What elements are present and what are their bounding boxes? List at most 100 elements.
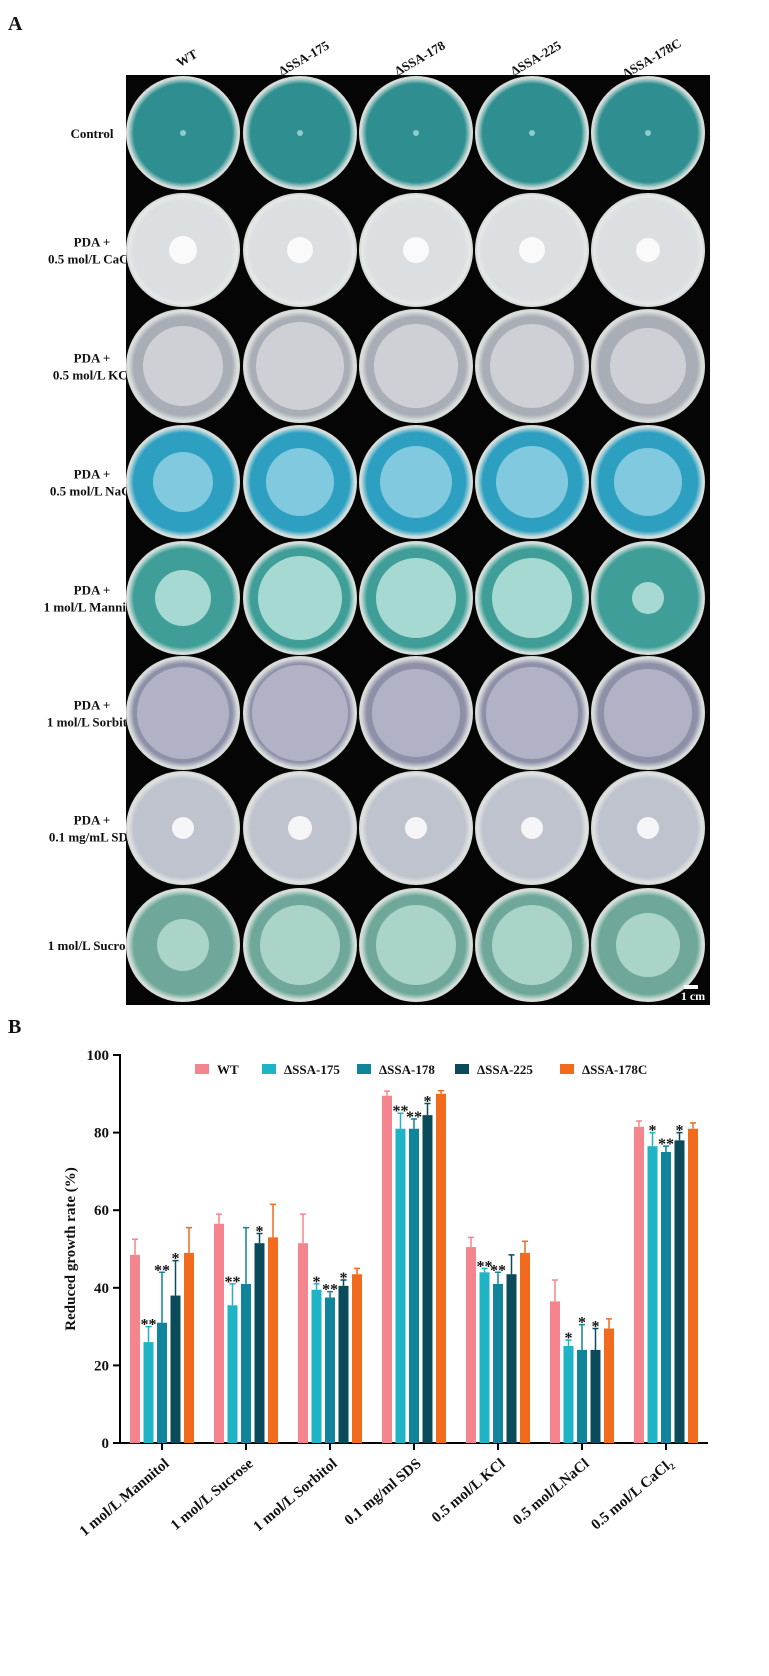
colony [287, 237, 313, 263]
error-bar [411, 1118, 417, 1129]
legend-swatch [357, 1064, 371, 1074]
x-tick-label: 1 mol/L Sucrose [168, 1456, 257, 1534]
colony [529, 130, 535, 136]
x-tick-label: 0.5 mol/LNaCl [510, 1456, 592, 1529]
colony [252, 665, 348, 761]
error-bar [145, 1325, 152, 1343]
bar [422, 1115, 433, 1443]
colony [372, 669, 460, 757]
row-label: 0.5 mol/L CaCl₂ [48, 252, 136, 267]
colony [376, 558, 456, 638]
row-label: PDA + [74, 235, 111, 250]
bar [227, 1305, 238, 1443]
colony [155, 570, 211, 626]
legend-label: ΔSSA-178 [379, 1062, 435, 1077]
error-bar [172, 1259, 179, 1296]
colony [380, 446, 452, 518]
significance: ** [477, 1258, 493, 1275]
bar [479, 1272, 490, 1443]
significance: * [592, 1319, 600, 1336]
bar [338, 1285, 349, 1443]
row-label: PDA + [74, 583, 111, 598]
significance: ** [322, 1282, 338, 1299]
colony [405, 817, 427, 839]
column-label: ΔSSA-175 [276, 37, 332, 78]
row-label: 1 mol/L Sorbitol [47, 715, 138, 730]
colony [256, 322, 344, 410]
bar [590, 1349, 601, 1443]
error-bar [384, 1090, 390, 1096]
error-bar [636, 1120, 642, 1127]
error-bar [552, 1279, 558, 1302]
error-bar [327, 1290, 333, 1298]
error-bar [592, 1327, 599, 1350]
significance: ** [154, 1262, 170, 1279]
significance: * [676, 1123, 684, 1140]
error-bar [256, 1232, 263, 1244]
colony [604, 669, 692, 757]
bar [311, 1289, 322, 1443]
error-bar [579, 1323, 585, 1350]
colony [492, 558, 572, 638]
significance: * [172, 1251, 180, 1268]
panel-label: A [8, 13, 23, 35]
error-bar [132, 1238, 138, 1255]
row-label: PDA + [74, 467, 111, 482]
bar [130, 1254, 140, 1443]
row-label: 0.5 mol/L NaCl [50, 484, 135, 499]
row-label: PDA + [74, 351, 111, 366]
colony [490, 324, 574, 408]
bar [661, 1152, 671, 1443]
y-axis-label: Reduced growth rate (%) [63, 1167, 79, 1330]
bar [157, 1322, 167, 1443]
significance: ** [406, 1109, 422, 1126]
significance: * [565, 1330, 573, 1347]
bar [325, 1297, 335, 1443]
bar [170, 1295, 181, 1443]
significance: ** [658, 1136, 674, 1153]
row-label: 0.5 mol/L KCl [53, 368, 132, 383]
significance: * [649, 1123, 657, 1140]
error-bar [216, 1213, 222, 1224]
x-tick-label: 1 mol/L Mannitol [77, 1456, 173, 1540]
colony [376, 905, 456, 985]
column-label: WT [174, 46, 201, 70]
colony [521, 817, 543, 839]
bar [493, 1283, 503, 1443]
error-bar [663, 1145, 669, 1152]
bar [395, 1128, 406, 1443]
colony [610, 328, 686, 404]
column-label: ΔSSA-178 [392, 37, 448, 78]
column-label: ΔSSA-225 [508, 37, 564, 78]
bar [674, 1140, 685, 1443]
error-bar [508, 1254, 515, 1275]
colony [519, 237, 545, 263]
colony [153, 452, 213, 512]
colony [157, 919, 209, 971]
significance: * [424, 1094, 432, 1111]
bar [688, 1128, 698, 1443]
colony [492, 905, 572, 985]
colony [403, 237, 429, 263]
bar [184, 1252, 194, 1443]
row-label: 0.1 mg/mL SDS [49, 830, 135, 845]
bar [143, 1342, 154, 1443]
error-bar [243, 1226, 249, 1284]
x-tick-label: 0.1 mg/ml SDS [342, 1456, 425, 1529]
significance: * [578, 1315, 586, 1332]
bar [268, 1237, 278, 1443]
scale-bar [684, 985, 698, 989]
colony [614, 448, 682, 516]
error-bar [229, 1283, 236, 1306]
error-bar [676, 1131, 683, 1141]
error-bar [424, 1102, 431, 1116]
bar [563, 1346, 574, 1443]
error-bar [340, 1279, 347, 1286]
significance: * [256, 1223, 264, 1240]
error-bar [300, 1213, 306, 1244]
significance: ** [141, 1317, 157, 1334]
error-bar [481, 1267, 488, 1273]
x-tick-label: 0.5 mol/L KCl [429, 1456, 509, 1526]
colony [288, 816, 312, 840]
